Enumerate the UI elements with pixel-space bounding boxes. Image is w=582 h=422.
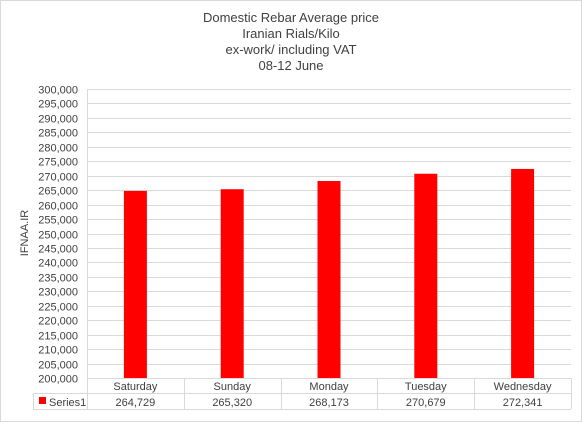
y-tick-label: 285,000 [38, 128, 78, 140]
value-label: 268,173 [309, 397, 349, 409]
category-label: Wednesday [494, 381, 552, 393]
y-tick-label: 265,000 [38, 186, 78, 198]
y-tick-label: 250,000 [38, 230, 78, 242]
y-tick-label: 295,000 [38, 99, 78, 111]
category-label: Saturday [113, 381, 158, 393]
bar [511, 168, 535, 378]
y-tick-label: 200,000 [38, 374, 78, 386]
y-tick-label: 245,000 [38, 244, 78, 256]
chart-title: Domestic Rebar Average price Iranian Ria… [203, 10, 379, 73]
y-tick-label: 210,000 [38, 345, 78, 357]
y-tick-label: 230,000 [38, 287, 78, 299]
title-line-3: ex-work/ including VAT [225, 42, 356, 57]
value-label: 272,341 [503, 397, 543, 409]
category-label: Sunday [214, 381, 252, 393]
y-tick-label: 280,000 [38, 143, 78, 155]
y-tick-label: 215,000 [38, 331, 78, 343]
title-line-4: 08-12 June [258, 58, 323, 73]
value-label: 265,320 [212, 397, 252, 409]
category-label: Tuesday [405, 381, 447, 393]
category-label: Monday [309, 381, 349, 393]
bar [317, 180, 341, 378]
legend-swatch [39, 397, 46, 404]
y-tick-label: 270,000 [38, 172, 78, 184]
y-tick-label: 300,000 [38, 85, 78, 97]
y-tick-label: 255,000 [38, 215, 78, 227]
y-tick-label: 290,000 [38, 114, 78, 126]
y-axis-title: IFNAA.IR [19, 210, 31, 257]
title-line-1: Domestic Rebar Average price [203, 10, 379, 25]
y-tick-label: 225,000 [38, 302, 78, 314]
bar [123, 190, 147, 378]
y-tick-label: 260,000 [38, 201, 78, 213]
y-axis-ticks: 200,000 205,000 210,000 215,000 220,000 225,0… [38, 85, 78, 386]
value-label: 264,729 [116, 397, 156, 409]
y-tick-label: 275,000 [38, 157, 78, 169]
legend-label: Series1 [49, 397, 86, 409]
bars [123, 168, 535, 378]
y-tick-label: 240,000 [38, 258, 78, 270]
bar [220, 189, 244, 378]
bar [414, 173, 438, 378]
title-line-2: Iranian Rials/Kilo [242, 26, 340, 41]
value-label: 270,679 [406, 397, 446, 409]
y-tick-label: 235,000 [38, 273, 78, 285]
y-tick-label: 205,000 [38, 360, 78, 372]
y-tick-label: 220,000 [38, 316, 78, 328]
data-table: Saturday 264,729 Sunday 265,320 Monday 268,17… [33, 378, 572, 410]
